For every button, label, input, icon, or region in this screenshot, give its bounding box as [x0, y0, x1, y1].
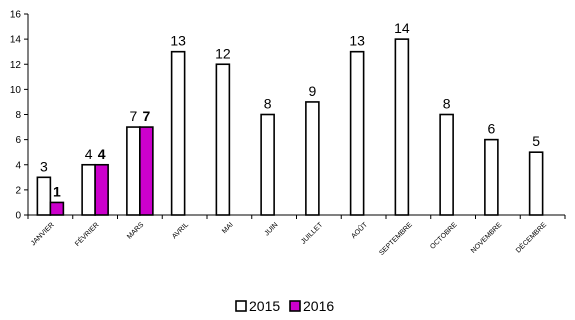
bar-2015 [349, 50, 365, 216]
data-label-2015: 5 [532, 133, 540, 149]
bar-2015 [170, 50, 186, 216]
bar-2016 [139, 126, 154, 216]
bar-2015 [394, 38, 410, 216]
y-tick-label: 10 [10, 85, 22, 96]
y-tick-label: 0 [15, 211, 21, 222]
bar-2016 [49, 201, 65, 216]
data-label-2015: 3 [40, 158, 48, 174]
bar-2015 [528, 151, 544, 216]
data-label-2015: 14 [394, 20, 410, 36]
y-tick-label: 14 [10, 35, 22, 46]
bar-2015 [126, 126, 141, 216]
x-tick-label: JANVIER [30, 221, 56, 247]
y-tick-label: 6 [15, 135, 21, 146]
bar-2015 [81, 163, 96, 216]
x-tick-label: JUILLET [300, 221, 325, 246]
x-tick-label: MARS [126, 221, 145, 240]
data-label-2015: 7 [129, 108, 137, 124]
legend-entry: 2016 [303, 298, 334, 314]
data-label-2015: 9 [308, 83, 316, 99]
x-tick-label: MAI [221, 221, 235, 235]
x-tick-label: SEPTEMBRE [378, 221, 414, 257]
data-label-2016: 1 [53, 183, 61, 199]
bars [36, 38, 544, 216]
x-tick-label: JUIN [264, 221, 280, 237]
legend-swatch [289, 300, 301, 312]
x-tick-label: NOVEMBRE [470, 221, 504, 255]
y-tick-label: 16 [10, 10, 22, 21]
bar-2015 [305, 101, 320, 216]
legend: 2015 2016 [235, 298, 334, 314]
legend-entry: 2015 [249, 298, 280, 314]
data-label-2016: 4 [98, 146, 106, 162]
bar-2016 [94, 163, 109, 216]
x-tick-label: FÉVRIER [73, 220, 101, 248]
x-tick-label: OCTOBRE [429, 221, 459, 251]
legend-swatch [235, 300, 247, 312]
data-label-2016: 7 [142, 108, 150, 124]
bar-2015 [260, 113, 275, 216]
bar-2015 [484, 138, 499, 216]
data-label-2015: 12 [215, 45, 231, 61]
x-tick-label: AVRIL [171, 221, 190, 240]
data-label-2015: 8 [264, 96, 272, 112]
x-tick-label: AOÛT [349, 220, 370, 241]
bar-2015 [36, 176, 52, 216]
y-tick-label: 4 [15, 160, 21, 171]
x-tick-label: DÉCEMBRE [514, 220, 549, 255]
data-label-2015: 8 [443, 96, 451, 112]
data-label-2015: 4 [85, 146, 93, 162]
bar-2015 [439, 113, 454, 216]
data-label-2015: 6 [487, 121, 495, 137]
y-tick-label: 12 [10, 60, 22, 71]
x-tick-labels: JANVIER FÉVRIER MARS AVRIL MAI JUIN JUILLET AOÛ… [30, 220, 548, 257]
y-tick-label: 2 [15, 185, 21, 196]
data-label-2015: 13 [349, 33, 365, 49]
y-tick-label: 8 [15, 110, 21, 121]
data-label-2015: 13 [170, 33, 186, 49]
bar-2015 [215, 63, 231, 216]
